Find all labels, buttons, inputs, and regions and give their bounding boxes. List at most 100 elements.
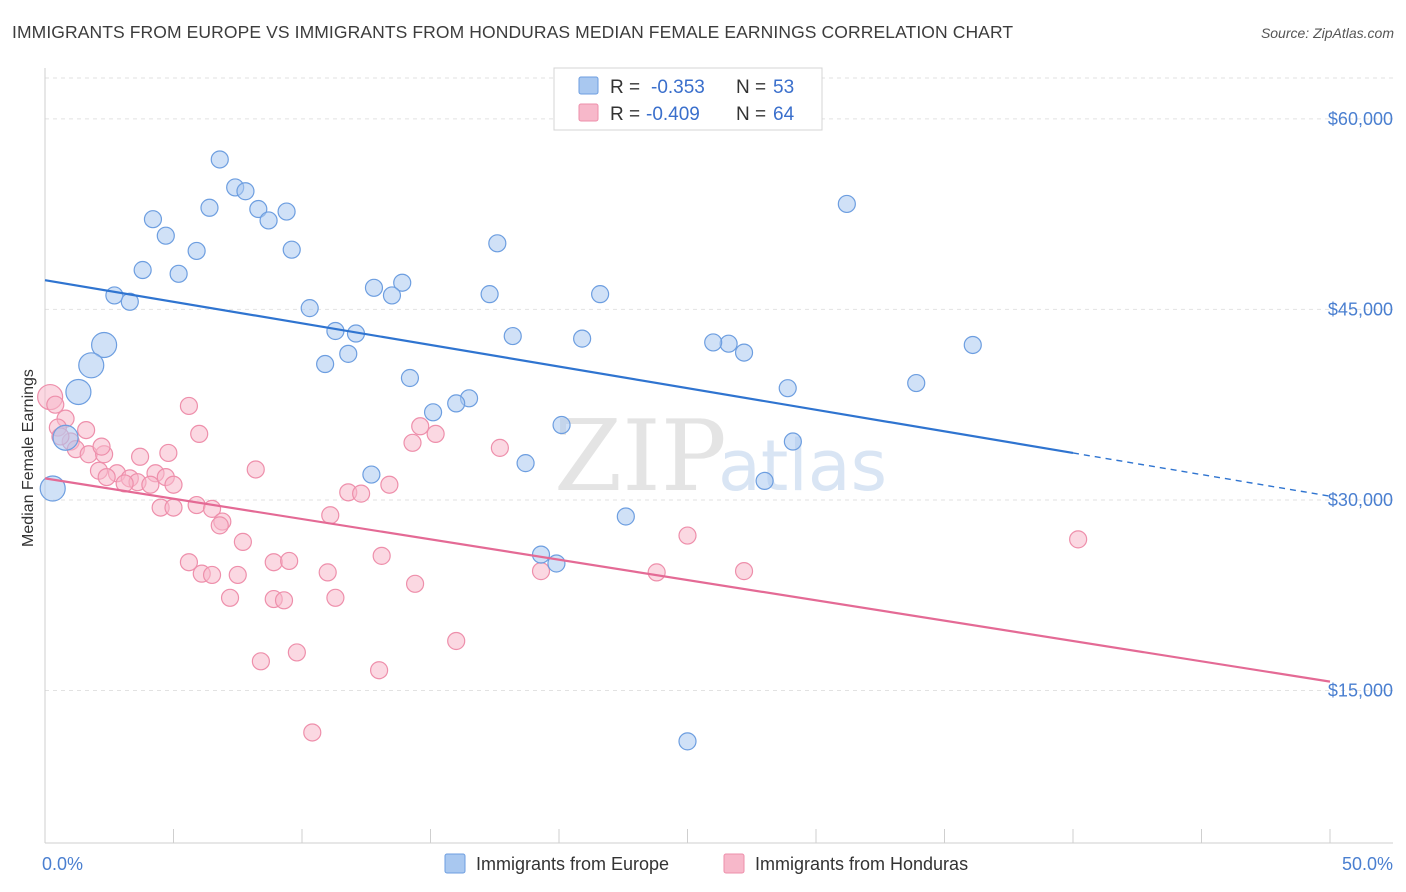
europe-point-13 <box>169 264 188 283</box>
europe-point-0 <box>210 150 229 169</box>
honduras-point-58 <box>287 643 306 662</box>
honduras-point-50 <box>647 563 666 582</box>
honduras-point-16 <box>490 438 509 457</box>
legend-swatch-europe <box>578 76 599 95</box>
watermark-zip: ZIP <box>554 400 727 514</box>
honduras-point-23 <box>246 460 265 479</box>
honduras-point-57 <box>447 631 466 651</box>
watermark-atlas: atlas <box>718 425 887 507</box>
europe-point-16 <box>105 286 124 305</box>
europe-point-39 <box>423 403 443 422</box>
honduras-point-5 <box>179 396 199 416</box>
x-tick-label-max: 50.0% <box>1342 854 1393 874</box>
europe-point-2 <box>236 182 255 201</box>
europe-point-18 <box>382 286 402 305</box>
europe-point-19 <box>480 285 499 304</box>
honduras-point-40 <box>1069 530 1088 549</box>
honduras-point-46 <box>202 565 222 585</box>
europe-point-5 <box>277 202 296 221</box>
europe-point-48 <box>531 545 551 564</box>
honduras-point-30 <box>352 484 371 503</box>
bottom-legend-swatch-europe <box>444 853 466 874</box>
europe-point-46 <box>39 475 66 502</box>
europe-point-50 <box>837 194 856 214</box>
europe-point-10 <box>282 240 301 259</box>
europe-point-17 <box>120 292 139 311</box>
europe-point-52 <box>678 732 697 751</box>
honduras-point-61 <box>303 723 322 742</box>
legend-n-honduras: 64 <box>773 104 795 125</box>
honduras-point-26 <box>141 475 160 494</box>
legend-r-label-europe: R = <box>610 77 640 98</box>
honduras-point-47 <box>228 565 247 585</box>
honduras-point-52 <box>405 574 425 593</box>
trend-line-europe-extension <box>1072 452 1331 497</box>
honduras-point-41 <box>179 553 199 572</box>
bottom-legend-label-europe: Immigrants from Europe <box>476 854 669 874</box>
honduras-point-24 <box>97 467 116 487</box>
honduras-point-27 <box>164 475 183 494</box>
legend-swatch-honduras <box>578 103 599 122</box>
honduras-point-28 <box>380 475 399 494</box>
europe-point-43 <box>516 454 535 473</box>
honduras-point-35 <box>321 506 340 525</box>
europe-point-30 <box>316 354 335 374</box>
watermark: ZIP atlas <box>554 400 887 514</box>
europe-point-11 <box>488 234 507 253</box>
honduras-point-6 <box>190 424 209 444</box>
x-tick-label-min: 0.0% <box>42 854 83 874</box>
europe-point-51 <box>704 333 723 352</box>
europe-point-8 <box>156 226 175 245</box>
europe-point-44 <box>362 465 381 484</box>
honduras-point-60 <box>370 661 389 680</box>
europe-point-35 <box>907 373 926 393</box>
honduras-point-33 <box>187 495 206 515</box>
europe-point-26 <box>719 334 738 353</box>
europe-point-4 <box>249 199 268 219</box>
europe-point-29 <box>339 344 358 363</box>
europe-point-7 <box>259 211 278 230</box>
trend-line-europe <box>44 279 1074 455</box>
honduras-point-53 <box>220 588 240 607</box>
europe-point-15 <box>364 278 384 297</box>
legend-n-label-honduras: N = <box>736 104 766 125</box>
europe-point-36 <box>65 378 92 406</box>
europe-point-24 <box>503 326 522 346</box>
honduras-point-37 <box>210 516 229 535</box>
honduras-point-55 <box>274 591 294 610</box>
legend-n-label-europe: N = <box>736 77 766 98</box>
bottom-legend-label-honduras: Immigrants from Honduras <box>755 854 968 874</box>
europe-point-42 <box>52 424 79 451</box>
y-tick-labels: $15,000 $30,000 $45,000 $60,000 <box>1328 109 1393 701</box>
honduras-point-59 <box>251 652 270 671</box>
honduras-point-8 <box>426 424 445 444</box>
europe-point-31 <box>91 331 118 359</box>
honduras-point-62 <box>92 437 111 456</box>
legend-r-europe: -0.353 <box>651 77 705 98</box>
honduras-point-42 <box>264 553 283 572</box>
source-note: Source: ZipAtlas.com <box>1260 25 1394 41</box>
trend-lines <box>44 279 1331 683</box>
europe-point-45 <box>755 471 774 491</box>
honduras-point-43 <box>280 551 299 571</box>
honduras-point-14 <box>130 447 150 466</box>
bottom-legend-swatch-honduras <box>723 853 745 874</box>
series-honduras-points <box>37 383 1088 742</box>
europe-point-21 <box>300 299 319 318</box>
honduras-point-48 <box>318 563 337 582</box>
honduras-point-15 <box>159 443 178 463</box>
europe-point-40 <box>552 415 571 435</box>
honduras-point-32 <box>164 498 183 517</box>
honduras-point-38 <box>233 532 252 551</box>
honduras-point-56 <box>326 588 345 607</box>
axes <box>44 68 1393 844</box>
bottom-legend: Immigrants from Europe Immigrants from H… <box>444 853 968 874</box>
honduras-point-9 <box>403 433 422 452</box>
chart-title: IMMIGRANTS FROM EUROPE VS IMMIGRANTS FRO… <box>12 22 1014 42</box>
europe-point-12 <box>133 260 152 280</box>
europe-point-41 <box>783 432 802 451</box>
europe-point-28 <box>963 335 982 355</box>
legend-n-europe: 53 <box>773 77 794 98</box>
legend-r-label-honduras: R = <box>610 104 640 125</box>
